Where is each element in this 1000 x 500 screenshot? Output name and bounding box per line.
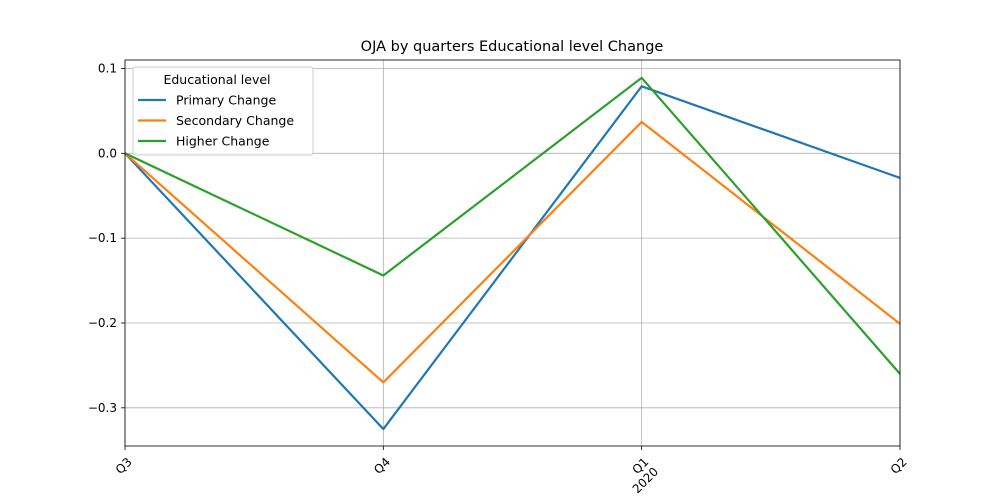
x-tick-label: Q3	[113, 455, 135, 477]
x-tick-label-group: Q2	[888, 455, 910, 477]
legend-entry: Primary Change	[176, 93, 276, 108]
y-tick-label: 0.0	[98, 146, 117, 160]
x-tick-label: Q4	[371, 455, 393, 477]
series-lines	[124, 76, 901, 431]
legend-entry: Secondary Change	[176, 113, 294, 128]
y-tick-label: −0.3	[88, 401, 117, 415]
legend: Educational level Primary Change Secondary…	[132, 66, 314, 156]
y-tick-label: 0.1	[98, 61, 117, 75]
x-tick-label: Q2	[888, 455, 910, 477]
chart-title: OJA by quarters Educational level Change	[361, 39, 664, 55]
series-line-primary-change	[124, 85, 901, 431]
legend-title: Educational level	[163, 72, 270, 87]
plot-frame	[124, 59, 901, 447]
series-line-secondary-change	[124, 120, 901, 384]
x-tick-label-group: Q4	[371, 455, 393, 477]
legend-box	[132, 66, 314, 156]
legend-entry: Higher Change	[176, 134, 270, 149]
series-line-higher-change	[124, 76, 901, 375]
y-tick-label: −0.2	[88, 316, 117, 330]
x-tick-label-group: Q3	[113, 455, 135, 477]
y-tick-label: −0.1	[88, 231, 117, 245]
